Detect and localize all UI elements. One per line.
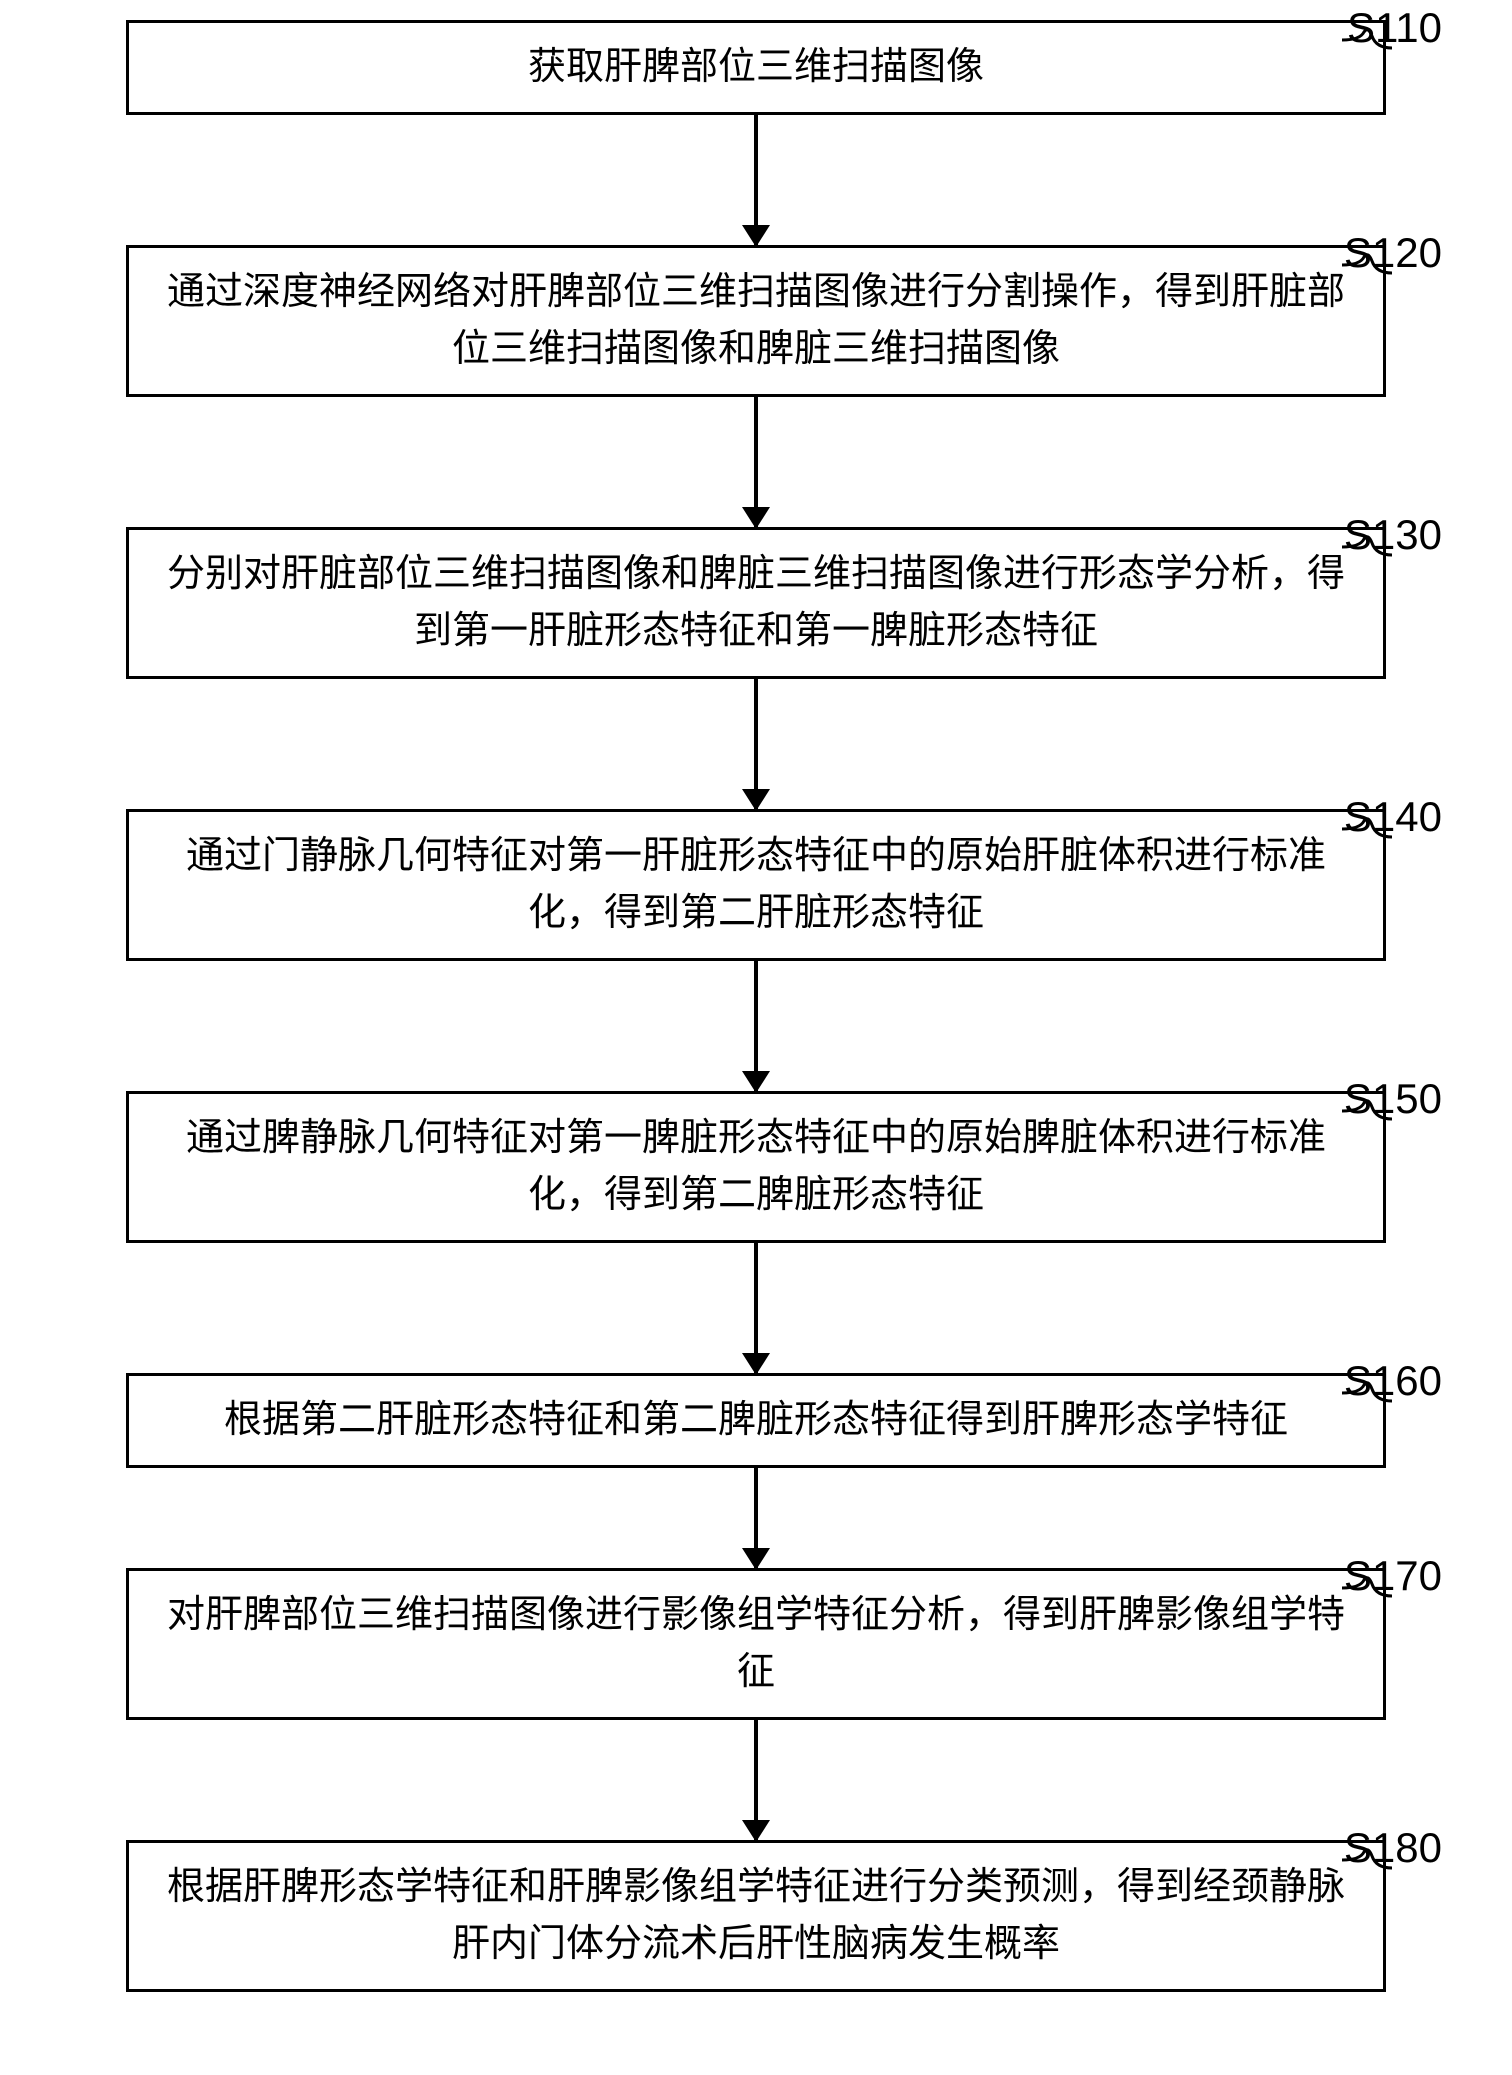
step-row-s180: 根据肝脾形态学特征和肝脾影像组学特征进行分类预测，得到经颈静脉肝内门体分流术后肝…: [40, 1840, 1472, 1992]
step-row-s170: 对肝脾部位三维扫描图像进行影像组学特征分析，得到肝脾影像组学特征 S170: [40, 1568, 1472, 1720]
arrow-down-icon: [754, 961, 758, 1091]
step-row-s120: 通过深度神经网络对肝脾部位三维扫描图像进行分割操作，得到肝脏部位三维扫描图像和脾…: [40, 245, 1472, 397]
step-label-s140: S140: [1344, 793, 1442, 841]
step-label-s170: S170: [1344, 1552, 1442, 1600]
arrow-down-icon: [754, 397, 758, 527]
step-text: 分别对肝脏部位三维扫描图像和脾脏三维扫描图像进行形态学分析，得到第一肝脏形态特征…: [167, 553, 1345, 652]
arrow-down-icon: [754, 1468, 758, 1568]
step-label-s180: S180: [1344, 1824, 1442, 1872]
step-text: 根据肝脾形态学特征和肝脾影像组学特征进行分类预测，得到经颈静脉肝内门体分流术后肝…: [167, 1866, 1345, 1965]
step-text: 根据第二肝脏形态特征和第二脾脏形态特征得到肝脾形态学特征: [224, 1399, 1288, 1441]
arrow-down-icon: [754, 115, 758, 245]
step-label-s160: S160: [1344, 1357, 1442, 1405]
step-text: 通过门静脉几何特征对第一肝脏形态特征中的原始肝脏体积进行标准化，得到第二肝脏形态…: [186, 835, 1326, 934]
step-label-s150: S150: [1344, 1075, 1442, 1123]
step-box-s160: 根据第二肝脏形态特征和第二脾脏形态特征得到肝脾形态学特征: [126, 1373, 1386, 1468]
step-row-s130: 分别对肝脏部位三维扫描图像和脾脏三维扫描图像进行形态学分析，得到第一肝脏形态特征…: [40, 527, 1472, 679]
step-box-s120: 通过深度神经网络对肝脾部位三维扫描图像进行分割操作，得到肝脏部位三维扫描图像和脾…: [126, 245, 1386, 397]
arrow-down-icon: [754, 1720, 758, 1840]
step-text: 通过深度神经网络对肝脾部位三维扫描图像进行分割操作，得到肝脏部位三维扫描图像和脾…: [167, 271, 1345, 370]
step-box-s170: 对肝脾部位三维扫描图像进行影像组学特征分析，得到肝脾影像组学特征: [126, 1568, 1386, 1720]
step-box-s130: 分别对肝脏部位三维扫描图像和脾脏三维扫描图像进行形态学分析，得到第一肝脏形态特征…: [126, 527, 1386, 679]
step-row-s160: 根据第二肝脏形态特征和第二脾脏形态特征得到肝脾形态学特征 S160: [40, 1373, 1472, 1468]
step-row-s140: 通过门静脉几何特征对第一肝脏形态特征中的原始肝脏体积进行标准化，得到第二肝脏形态…: [40, 809, 1472, 961]
step-box-s140: 通过门静脉几何特征对第一肝脏形态特征中的原始肝脏体积进行标准化，得到第二肝脏形态…: [126, 809, 1386, 961]
step-label-s110: S110: [1347, 4, 1442, 52]
arrow-down-icon: [754, 679, 758, 809]
arrow-down-icon: [754, 1243, 758, 1373]
step-box-s110: 获取肝脾部位三维扫描图像: [126, 20, 1386, 115]
step-text: 对肝脾部位三维扫描图像进行影像组学特征分析，得到肝脾影像组学特征: [167, 1594, 1345, 1693]
step-row-s150: 通过脾静脉几何特征对第一脾脏形态特征中的原始脾脏体积进行标准化，得到第二脾脏形态…: [40, 1091, 1472, 1243]
flowchart-container: 获取肝脾部位三维扫描图像 S110 通过深度神经网络对肝脾部位三维扫描图像进行分…: [40, 20, 1472, 1992]
step-row-s110: 获取肝脾部位三维扫描图像 S110: [40, 20, 1472, 115]
step-text: 通过脾静脉几何特征对第一脾脏形态特征中的原始脾脏体积进行标准化，得到第二脾脏形态…: [186, 1117, 1326, 1216]
step-text: 获取肝脾部位三维扫描图像: [528, 46, 984, 88]
step-box-s180: 根据肝脾形态学特征和肝脾影像组学特征进行分类预测，得到经颈静脉肝内门体分流术后肝…: [126, 1840, 1386, 1992]
step-label-s130: S130: [1344, 511, 1442, 559]
step-box-s150: 通过脾静脉几何特征对第一脾脏形态特征中的原始脾脏体积进行标准化，得到第二脾脏形态…: [126, 1091, 1386, 1243]
step-label-s120: S120: [1344, 229, 1442, 277]
